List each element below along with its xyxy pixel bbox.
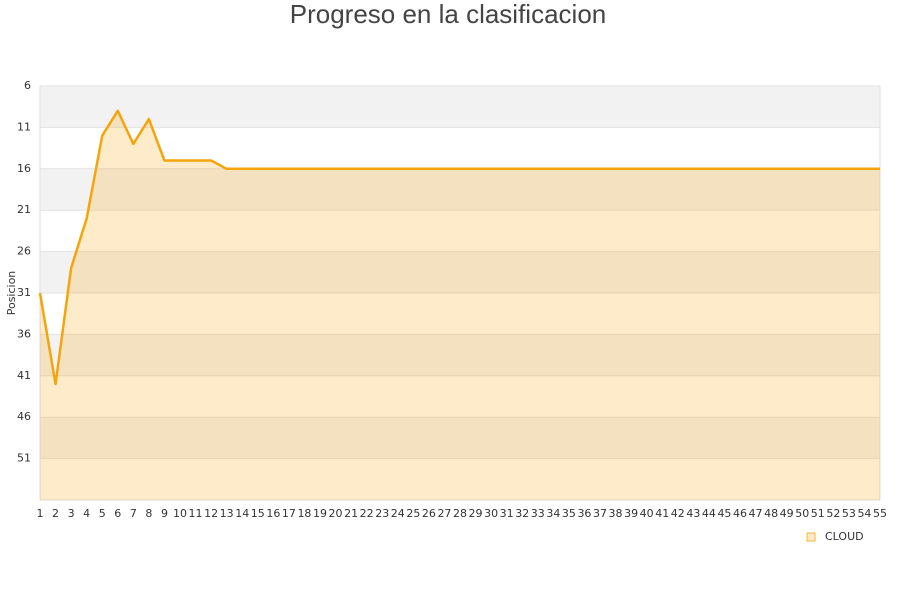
y-tick-label: 11 <box>17 120 31 133</box>
x-tick-label: 29 <box>469 507 483 520</box>
y-tick-label: 41 <box>17 369 31 382</box>
x-tick-label: 12 <box>204 507 218 520</box>
y-tick-label: 21 <box>17 203 31 216</box>
x-tick-label: 14 <box>235 507 249 520</box>
y-tick-label: 6 <box>24 79 31 92</box>
x-tick-label: 26 <box>422 507 436 520</box>
band <box>40 334 880 376</box>
band <box>40 168 880 211</box>
x-tick-label: 6 <box>114 507 121 520</box>
x-tick-label: 20 <box>329 507 343 520</box>
line <box>38 109 880 386</box>
x-tick-label: 42 <box>671 507 685 520</box>
y-tick-label: 31 <box>17 286 31 299</box>
y-tick-label: 51 <box>17 452 31 465</box>
x-tick-label: 51 <box>811 507 825 520</box>
x-tick-label: 52 <box>826 507 840 520</box>
x-tick-label: 50 <box>795 507 809 520</box>
x-tick-label: 49 <box>780 507 794 520</box>
x-tick-label: 9 <box>161 507 168 520</box>
x-tick-label: 44 <box>702 507 716 520</box>
x-tick-label: 3 <box>68 507 75 520</box>
band <box>40 210 880 252</box>
band <box>40 458 880 500</box>
x-tick-label: 54 <box>857 507 871 520</box>
x-tick-label: 11 <box>189 507 203 520</box>
band <box>40 251 880 293</box>
x-tick-label: 38 <box>609 507 623 520</box>
x-tick-label: 17 <box>282 507 296 520</box>
x-tick-label: 33 <box>531 507 545 520</box>
x-tick-label: 13 <box>220 507 234 520</box>
x-tick-label: 32 <box>515 507 529 520</box>
x-tick-label: 31 <box>500 507 514 520</box>
band <box>40 293 880 335</box>
x-tick-label: 21 <box>344 507 358 520</box>
y-tick-label: 46 <box>17 410 31 423</box>
x-tick-label: 24 <box>391 507 405 520</box>
x-tick-label: 48 <box>764 507 778 520</box>
band <box>40 127 880 169</box>
y-tick-label: 26 <box>17 245 31 258</box>
legend-swatch <box>806 532 816 542</box>
x-tick-label: 41 <box>655 507 669 520</box>
x-tick-label: 7 <box>130 507 137 520</box>
band <box>40 417 880 459</box>
x-tick-label: 28 <box>453 507 467 520</box>
x-tick-label: 16 <box>266 507 280 520</box>
x-tick-label: 30 <box>484 507 498 520</box>
x-tick-label: 25 <box>406 507 420 520</box>
x-tick-label: 23 <box>375 507 389 520</box>
y-tick-label: 36 <box>17 327 31 340</box>
x-tick-label: 40 <box>640 507 654 520</box>
x-tick-label: 47 <box>749 507 763 520</box>
x-tick-label: 35 <box>562 507 576 520</box>
x-tick-label: 18 <box>297 507 311 520</box>
x-tick-label: 27 <box>437 507 451 520</box>
y-tick-label: 16 <box>17 162 31 175</box>
x-tick-label: 22 <box>360 507 374 520</box>
x-tick-label: 34 <box>546 507 560 520</box>
area <box>40 110 880 500</box>
x-tick-label: 37 <box>593 507 607 520</box>
x-tick-label: 4 <box>83 507 90 520</box>
x-tick-label: 8 <box>145 507 152 520</box>
x-tick-label: 55 <box>873 507 887 520</box>
y-axis-label: Posicion <box>5 271 18 316</box>
legend-label: CLOUD <box>825 530 864 543</box>
x-tick-label: 2 <box>52 507 59 520</box>
x-tick-label: 36 <box>577 507 591 520</box>
x-tick-label: 53 <box>842 507 856 520</box>
x-tick-label: 39 <box>624 507 638 520</box>
x-tick-label: 1 <box>37 507 44 520</box>
x-tick-label: 43 <box>686 507 700 520</box>
x-tick-label: 5 <box>99 507 106 520</box>
x-tick-label: 10 <box>173 507 187 520</box>
band <box>40 375 880 418</box>
chart-title: Progreso en la clasificacion <box>290 0 607 29</box>
x-tick-label: 45 <box>717 507 731 520</box>
x-tick-label: 46 <box>733 507 747 520</box>
x-tick-label: 15 <box>251 507 265 520</box>
band <box>40 86 880 128</box>
x-tick-label: 19 <box>313 507 327 520</box>
